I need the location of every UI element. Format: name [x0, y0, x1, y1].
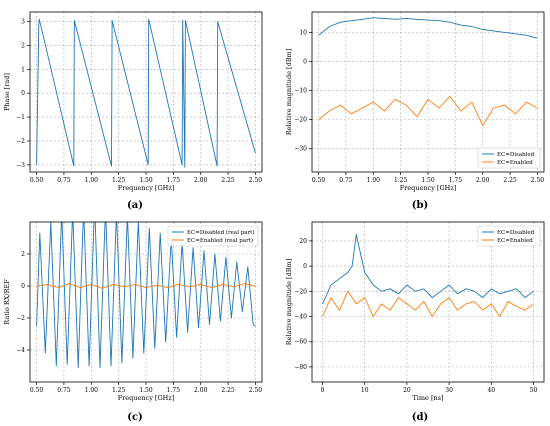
legend: EC=Disabled EC=Enabled — [477, 225, 541, 247]
x-tick-label: 2.25 — [221, 177, 235, 184]
x-tick-label: 0.50 — [30, 387, 44, 394]
x-tick-label: 0.75 — [57, 387, 71, 394]
series-line-1 — [318, 17, 538, 39]
x-tick-label: 0.75 — [57, 177, 71, 184]
x-tick-label: 0.50 — [312, 177, 326, 184]
panel-caption: (a) — [127, 200, 143, 211]
legend-box — [477, 147, 541, 169]
chart-panel-c: 0.50 0.75 1.00 1.25 1.50 1.75 2.00 2.25 2.50 −4 −2… — [3, 221, 263, 402]
legend-label: EC=Disabled — [497, 230, 535, 236]
x-tick-label: 0.75 — [339, 177, 353, 184]
legend-label: EC=Enabled — [497, 160, 533, 166]
legend-label: EC=Disabled — [497, 152, 535, 158]
legend: EC=Disabled (real part)EC=Enabled (real … — [167, 225, 259, 247]
y-tick-label: −10 — [294, 88, 307, 95]
x-tick-label: 2.00 — [476, 177, 490, 184]
series-line-1 — [36, 18, 256, 168]
x-tick-label: 1.25 — [394, 177, 408, 184]
x-axis-label: Frequency [GHz] — [118, 184, 175, 192]
y-tick-label: 2 — [21, 42, 25, 49]
x-tick-label: 1.50 — [139, 177, 153, 184]
y-tick-label: −2 — [16, 315, 25, 322]
y-axis-label: Relative magnitude [dBm] — [285, 49, 293, 135]
x-tick-label: 10 — [361, 387, 369, 394]
y-tick-label: 2 — [21, 251, 25, 258]
y-axis-label: Relative magnitude [dBm] — [285, 259, 293, 345]
y-tick-label: 1 — [21, 66, 25, 73]
x-tick-label: 1.75 — [167, 387, 181, 394]
panel-caption: (c) — [127, 412, 143, 423]
y-tick-label: −40 — [294, 313, 307, 320]
y-tick-label: −4 — [16, 347, 25, 354]
panel-caption: (b) — [412, 200, 428, 211]
legend-label: EC=Disabled (real part) — [187, 229, 255, 236]
y-tick-label: −30 — [294, 146, 307, 153]
y-tick-label: −1 — [16, 114, 25, 121]
x-tick-label: 1.75 — [449, 177, 463, 184]
series-line-2 — [36, 283, 256, 289]
y-tick-label: 10 — [299, 29, 307, 36]
y-tick-label: −2 — [16, 138, 25, 145]
x-tick-label: 2.25 — [221, 387, 235, 394]
legend-label: EC=Enabled (real part) — [187, 237, 253, 244]
x-tick-label: 50 — [530, 387, 538, 394]
y-tick-label: 20 — [299, 238, 307, 245]
x-tick-label: 1.50 — [139, 387, 153, 394]
y-tick-label: −80 — [294, 364, 307, 371]
y-tick-label: −3 — [16, 162, 25, 169]
y-axis-label: Phase [rad] — [3, 73, 11, 111]
x-tick-label: 2.00 — [194, 387, 208, 394]
x-tick-label: 1.00 — [85, 177, 99, 184]
legend-box — [477, 225, 541, 247]
y-tick-label: −20 — [294, 117, 307, 124]
x-tick-label: 1.25 — [112, 177, 126, 184]
x-tick-label: 0.50 — [30, 177, 44, 184]
x-axis-label: Frequency [GHz] — [400, 184, 457, 192]
x-tick-label: 1.75 — [167, 177, 181, 184]
x-tick-label: 40 — [487, 387, 495, 394]
x-tick-label: 0 — [321, 387, 325, 394]
y-tick-label: −60 — [294, 339, 307, 346]
x-tick-label: 1.00 — [367, 177, 381, 184]
x-tick-label: 1.25 — [112, 387, 126, 394]
x-tick-label: 2.25 — [503, 177, 517, 184]
axes-frame — [311, 221, 545, 383]
series-line-1 — [322, 234, 534, 305]
y-tick-label: 3 — [21, 19, 25, 26]
panel-caption: (d) — [412, 412, 428, 423]
x-tick-label: 2.50 — [249, 177, 263, 184]
x-tick-label: 1.50 — [421, 177, 435, 184]
x-tick-label: 2.50 — [249, 387, 263, 394]
legend-box — [167, 225, 259, 247]
x-tick-label: 30 — [445, 387, 453, 394]
y-tick-label: −20 — [294, 288, 307, 295]
y-tick-label: 0 — [303, 263, 307, 270]
x-axis-label: Frequency [GHz] — [118, 394, 175, 402]
y-tick-label: 0 — [21, 90, 25, 97]
legend-label: EC=Enabled — [497, 238, 533, 244]
x-axis-label: Time [ns] — [412, 394, 443, 402]
x-tick-label: 1.00 — [85, 387, 99, 394]
x-tick-label: 2.50 — [531, 177, 545, 184]
series-line-2 — [318, 95, 538, 126]
y-tick-label: 0 — [303, 58, 307, 65]
series-line-1 — [36, 222, 256, 369]
x-tick-label: 2.00 — [194, 177, 208, 184]
chart-panel-b: 0.50 0.75 1.00 1.25 1.50 1.75 2.00 2.25 2.50 −30 −… — [285, 11, 545, 192]
y-axis-label: Ratio RX/REF — [3, 279, 11, 325]
series-line-2 — [322, 290, 534, 317]
chart-panel-a: 0.50 0.75 1.00 1.25 1.50 1.75 2.00 2.25 2.50 −3 −2… — [3, 11, 263, 192]
x-tick-label: 20 — [403, 387, 411, 394]
y-tick-label: 0 — [21, 283, 25, 290]
legend: EC=Disabled EC=Enabled — [477, 147, 541, 169]
